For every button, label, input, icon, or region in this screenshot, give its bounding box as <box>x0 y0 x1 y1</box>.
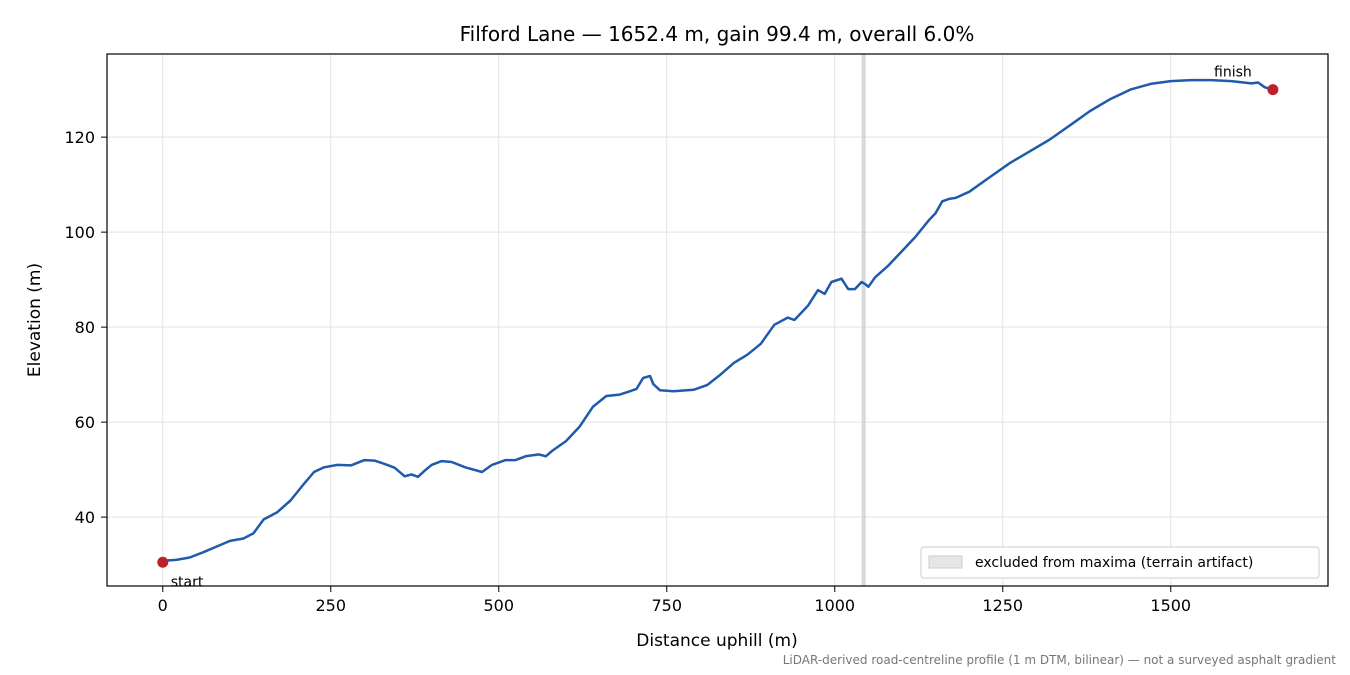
legend: excluded from maxima (terrain artifact) <box>920 546 1320 579</box>
excluded-region <box>861 54 866 586</box>
y-tick-label: 60 <box>75 413 95 432</box>
plot-frame <box>106 53 1329 587</box>
legend-box <box>920 546 1320 579</box>
series-line-group <box>161 78 1275 563</box>
start-annotation: start <box>171 574 204 590</box>
x-tick-label: 250 <box>315 596 346 615</box>
finish-marker <box>1267 84 1279 96</box>
y-axis-label: Elevation (m) <box>25 263 45 377</box>
x-tick-label: 1250 <box>982 596 1023 615</box>
grid <box>107 54 1328 586</box>
x-tick-label: 0 <box>158 596 168 615</box>
x-tick-label: 750 <box>651 596 682 615</box>
y-tick-label: 80 <box>75 318 95 337</box>
x-tick-label: 1000 <box>814 596 855 615</box>
y-tick-label: 100 <box>64 223 95 242</box>
chart-title: Filford Lane — 1652.4 m, gain 99.4 m, ov… <box>460 22 975 46</box>
endpoint-markers <box>157 84 1279 568</box>
start-marker <box>157 556 169 568</box>
finish-annotation: finish <box>1214 65 1252 81</box>
y-tick-label: 40 <box>75 508 95 527</box>
excluded-region-band <box>861 54 866 586</box>
x-tick-label: 1500 <box>1150 596 1191 615</box>
y-axis-ticks: 40 60 80 100 120 <box>64 128 107 527</box>
legend-label: excluded from maxima (terrain artifact) <box>975 555 1253 571</box>
legend-swatch <box>928 555 963 569</box>
x-axis-label: Distance uphill (m) <box>636 631 797 651</box>
x-tick-label: 500 <box>483 596 514 615</box>
elevation-series-line <box>161 78 1275 563</box>
footnote: LiDAR-derived road-centreline profile (1… <box>783 653 1337 667</box>
y-tick-label: 120 <box>64 128 95 147</box>
x-axis-ticks: 0 250 500 750 1000 1250 1500 <box>158 586 1191 615</box>
